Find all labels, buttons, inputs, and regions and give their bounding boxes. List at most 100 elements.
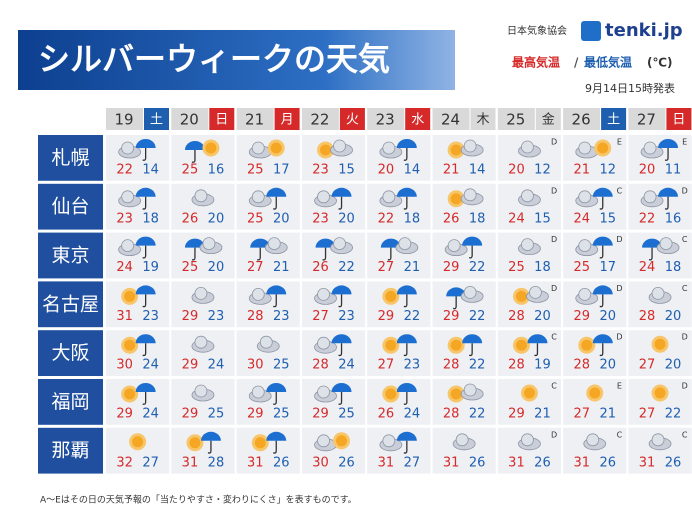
high-temp: 31: [508, 455, 525, 470]
umbrella-handle: [664, 196, 669, 210]
low-temp: 23: [338, 309, 355, 324]
low-temp: 26: [338, 455, 355, 470]
forecast-cell: [171, 232, 235, 279]
low-temp: 24: [142, 358, 159, 373]
legend-unit: (℃): [647, 56, 673, 70]
low-temp: 26: [599, 455, 616, 470]
high-temp: 25: [573, 260, 590, 275]
high-temp: 23: [312, 163, 329, 178]
low-temp: 16: [665, 211, 682, 226]
reliability: D: [682, 333, 688, 342]
low-temp: 22: [469, 309, 486, 324]
umbrella-icon: [200, 431, 221, 441]
low-temp: 23: [142, 309, 159, 324]
sun-icon: [586, 384, 604, 402]
cloud-icon: [521, 140, 534, 154]
high-temp: 24: [508, 211, 525, 226]
low-temp: 25: [273, 407, 290, 422]
date-box: [301, 108, 339, 130]
date: 20: [180, 111, 199, 129]
umbrella-icon: [315, 238, 336, 248]
umbrella-icon: [642, 238, 663, 248]
umbrella-icon: [396, 431, 417, 441]
forecast-cell: [432, 135, 496, 181]
weekday-box: [405, 108, 431, 130]
high-temp: 27: [639, 358, 656, 373]
date-box: [628, 108, 666, 130]
cloud-icon: [194, 335, 208, 349]
weekday: 日: [215, 113, 228, 128]
date-box: [106, 108, 143, 130]
high-temp: 25: [247, 163, 264, 178]
reliability: C: [682, 284, 688, 293]
umbrella-icon: [266, 383, 287, 392]
cloud-icon: [317, 336, 330, 350]
umbrella-handle: [387, 247, 392, 261]
umbrella-handle: [191, 150, 196, 163]
high-temp: 30: [312, 455, 329, 470]
cloud-icon: [194, 189, 208, 203]
high-temp: 28: [443, 358, 460, 373]
low-temp: 14: [142, 163, 159, 178]
weekday: 金: [542, 112, 555, 128]
weekday-box: [470, 108, 496, 130]
low-temp: 26: [665, 455, 682, 470]
umbrella-handle: [273, 440, 277, 454]
low-temp: 28: [208, 455, 225, 470]
low-temp: 14: [404, 163, 421, 178]
high-temp: 31: [182, 455, 199, 470]
umbrella-handle: [207, 440, 212, 454]
reliability: D: [616, 235, 622, 244]
umbrella-handle: [403, 294, 408, 308]
date: 24: [441, 111, 460, 129]
high-temp: 29: [116, 407, 133, 422]
cloud-icon: [463, 188, 477, 202]
high-temp: 28: [508, 309, 525, 324]
high-temp: 29: [443, 260, 460, 275]
umbrella-icon: [380, 238, 401, 248]
low-temp: 19: [534, 358, 551, 373]
sun-icon: [202, 139, 220, 157]
cloud-icon: [382, 190, 396, 204]
reliability: C: [551, 333, 557, 342]
cloud-icon: [463, 383, 477, 397]
low-temp: 21: [599, 407, 616, 422]
cloud-icon: [651, 433, 665, 447]
date: 27: [637, 111, 656, 129]
high-temp: 29: [508, 407, 525, 422]
high-temp: 29: [182, 309, 199, 324]
weekday-box: [209, 108, 235, 130]
low-temp: 18: [469, 211, 486, 226]
high-temp: 26: [378, 407, 395, 422]
umbrella-icon: [462, 236, 483, 246]
umbrella-handle: [599, 343, 604, 357]
high-temp: 31: [116, 309, 133, 324]
umbrella-icon: [250, 238, 271, 248]
date: 25: [506, 111, 525, 129]
low-temp: 12: [599, 163, 616, 178]
cloud-icon: [251, 385, 265, 399]
umbrella-icon: [396, 187, 417, 197]
high-temp: 25: [182, 260, 199, 275]
low-temp: 18: [534, 260, 551, 275]
city-cell: [38, 135, 103, 181]
low-temp: 18: [142, 211, 159, 226]
date-box: [432, 108, 470, 130]
high-temp: 31: [443, 455, 460, 470]
umbrella-icon: [331, 285, 352, 295]
high-temp: 24: [573, 211, 590, 226]
reliability: D: [682, 186, 688, 195]
reliability: E: [617, 382, 622, 391]
sun-icon: [651, 335, 669, 353]
reliability: C: [617, 186, 623, 195]
high-temp: 31: [639, 455, 656, 470]
cloud-icon: [382, 141, 396, 155]
high-temp: 21: [573, 163, 590, 178]
date: 21: [245, 111, 264, 129]
reliability: D: [551, 138, 557, 147]
low-temp: 22: [469, 358, 486, 373]
high-temp: 31: [378, 455, 395, 470]
umbrella-handle: [403, 392, 408, 405]
weekday: 水: [411, 113, 424, 128]
sun-icon: [267, 139, 285, 157]
